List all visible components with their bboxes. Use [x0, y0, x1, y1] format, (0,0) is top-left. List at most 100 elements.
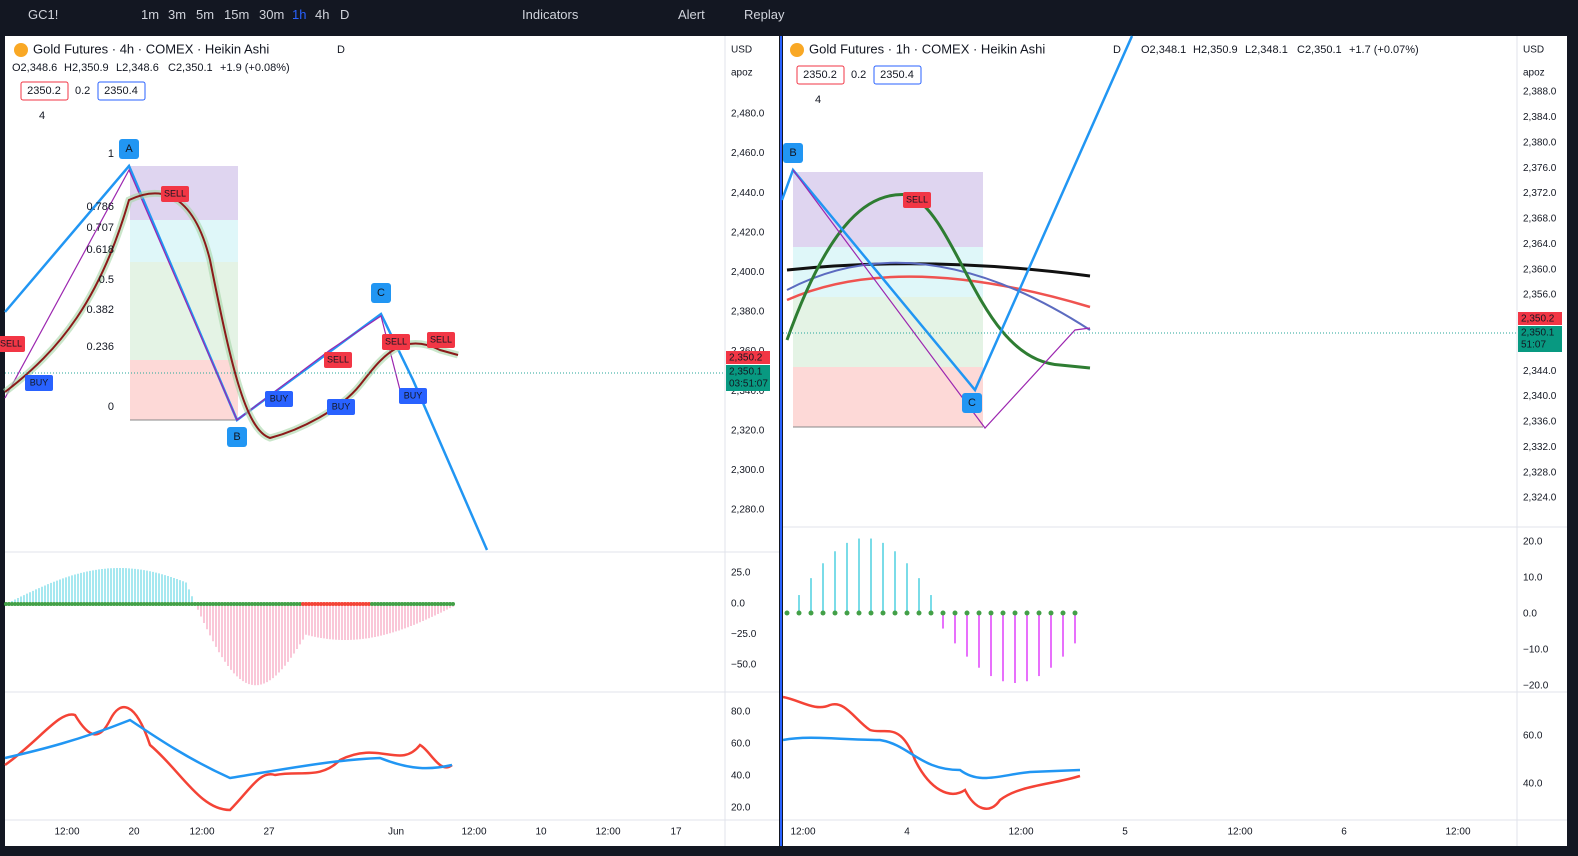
pane-title: Gold Futures · 1h · COMEX · Heikin Ashi — [809, 41, 1045, 56]
collapse-count: 4 — [39, 110, 45, 122]
signal-dot — [412, 602, 416, 606]
interval-button[interactable]: 4h — [315, 7, 330, 22]
signal-dot — [97, 602, 101, 606]
interval-button[interactable]: 5m — [196, 7, 215, 22]
signal-dot — [397, 602, 401, 606]
time-tick: Jun — [388, 827, 404, 838]
signal-dot — [400, 602, 404, 606]
signal-dot — [451, 602, 455, 606]
alert-button[interactable]: Alert — [678, 7, 705, 22]
signal-dot — [430, 602, 434, 606]
signal-dot — [421, 602, 425, 606]
signal-dot — [235, 602, 239, 606]
price-tag-label: 2,350.1 — [729, 367, 763, 378]
fib-level: 0.236 — [86, 341, 114, 353]
signal-dot — [169, 602, 173, 606]
replay-button[interactable]: Replay — [744, 7, 785, 22]
signal-dot — [856, 610, 862, 616]
signal-dot — [232, 602, 236, 606]
signal-dot — [214, 602, 218, 606]
signal-dot — [424, 602, 428, 606]
wave-label-text: A — [125, 143, 133, 155]
signal-dot — [346, 602, 350, 606]
price-tick: 2,384.0 — [1523, 112, 1557, 123]
signal-dot — [307, 602, 311, 606]
osc-tick: 25.0 — [731, 568, 751, 579]
signal-dot — [79, 602, 83, 606]
signal-tag-text: SELL — [164, 188, 186, 198]
signal-dot — [904, 610, 910, 616]
currency: USD — [731, 45, 752, 56]
time-tick: 12:00 — [1227, 827, 1252, 838]
price-tick: 2,340.0 — [1523, 391, 1557, 402]
signal-tag-text: BUY — [404, 390, 423, 400]
interval-button[interactable]: 1m — [141, 7, 160, 22]
signal-dot — [313, 602, 317, 606]
signal-dot — [418, 602, 422, 606]
interval-button[interactable]: 3m — [168, 7, 187, 22]
ohlc-value: C2,350.1 — [168, 62, 213, 74]
signal-tag-text: BUY — [332, 401, 351, 411]
price-input-label: 2350.2 — [803, 69, 837, 81]
price-input — [97, 81, 146, 101]
price-tick: 2,324.0 — [1523, 493, 1557, 504]
signal-dot — [415, 602, 419, 606]
signal-dot — [133, 602, 137, 606]
signal-dot — [1012, 610, 1018, 616]
signal-dot — [70, 602, 74, 606]
signal-dot — [388, 602, 392, 606]
time-tick: 12:00 — [54, 827, 79, 838]
price-input — [796, 65, 845, 85]
signal-dot — [226, 602, 230, 606]
signal-tag — [399, 388, 427, 404]
indicators-button[interactable]: Indicators — [522, 7, 579, 22]
ohlc-value: L2,348.1 — [1245, 44, 1288, 56]
signal-dot — [16, 602, 20, 606]
signal-dot — [19, 602, 23, 606]
interval-button[interactable]: 30m — [259, 7, 285, 22]
signal-dot — [844, 610, 850, 616]
signal-dot — [325, 602, 329, 606]
rsi-fast — [782, 695, 1081, 810]
toolbar: GC1! 1m 3m 5m 15m 30m 1h 4h D Indicators Alert Repl… — [0, 0, 1578, 31]
signal-dot — [868, 610, 874, 616]
signal-dot — [211, 602, 215, 606]
signal-dot — [151, 602, 155, 606]
signal-dot — [115, 602, 119, 606]
signal-dot — [202, 602, 206, 606]
signal-dot — [178, 602, 182, 606]
ohlc-value: H2,350.9 — [1193, 44, 1238, 56]
signal-dot — [361, 602, 365, 606]
signal-dot — [139, 602, 143, 606]
symbol-search[interactable]: GC1! — [28, 7, 59, 22]
time-tick: 5 — [1122, 827, 1128, 838]
signal-tag-text: SELL — [430, 334, 452, 344]
interval-button[interactable]: D — [340, 7, 350, 22]
fib-level: 0.618 — [86, 244, 114, 256]
interval-button[interactable]: 15m — [224, 7, 250, 22]
fib-level: 0.786 — [86, 201, 114, 213]
ma-line — [786, 261, 1091, 331]
wave-label — [227, 427, 247, 447]
signal-dot — [370, 602, 374, 606]
signal-dot — [334, 602, 338, 606]
signal-tag — [382, 334, 410, 350]
signal-dot — [181, 602, 185, 606]
signal-dot — [220, 602, 224, 606]
wave-label-text: C — [968, 397, 976, 409]
signal-dot — [229, 602, 233, 606]
countdown: 03:51:07 — [729, 379, 768, 390]
signal-dot — [118, 602, 122, 606]
signal-dot — [10, 602, 14, 606]
signal-tag-text: SELL — [906, 194, 928, 204]
signal-tag — [161, 186, 189, 202]
signal-dot — [43, 602, 47, 606]
signal-dot — [28, 602, 32, 606]
interval-button[interactable]: 1h — [292, 7, 307, 22]
signal-dot — [340, 602, 344, 606]
pattern-line — [4, 168, 401, 421]
signal-dot — [319, 602, 323, 606]
signal-dot — [25, 602, 29, 606]
fib-level: 0.707 — [86, 222, 114, 234]
